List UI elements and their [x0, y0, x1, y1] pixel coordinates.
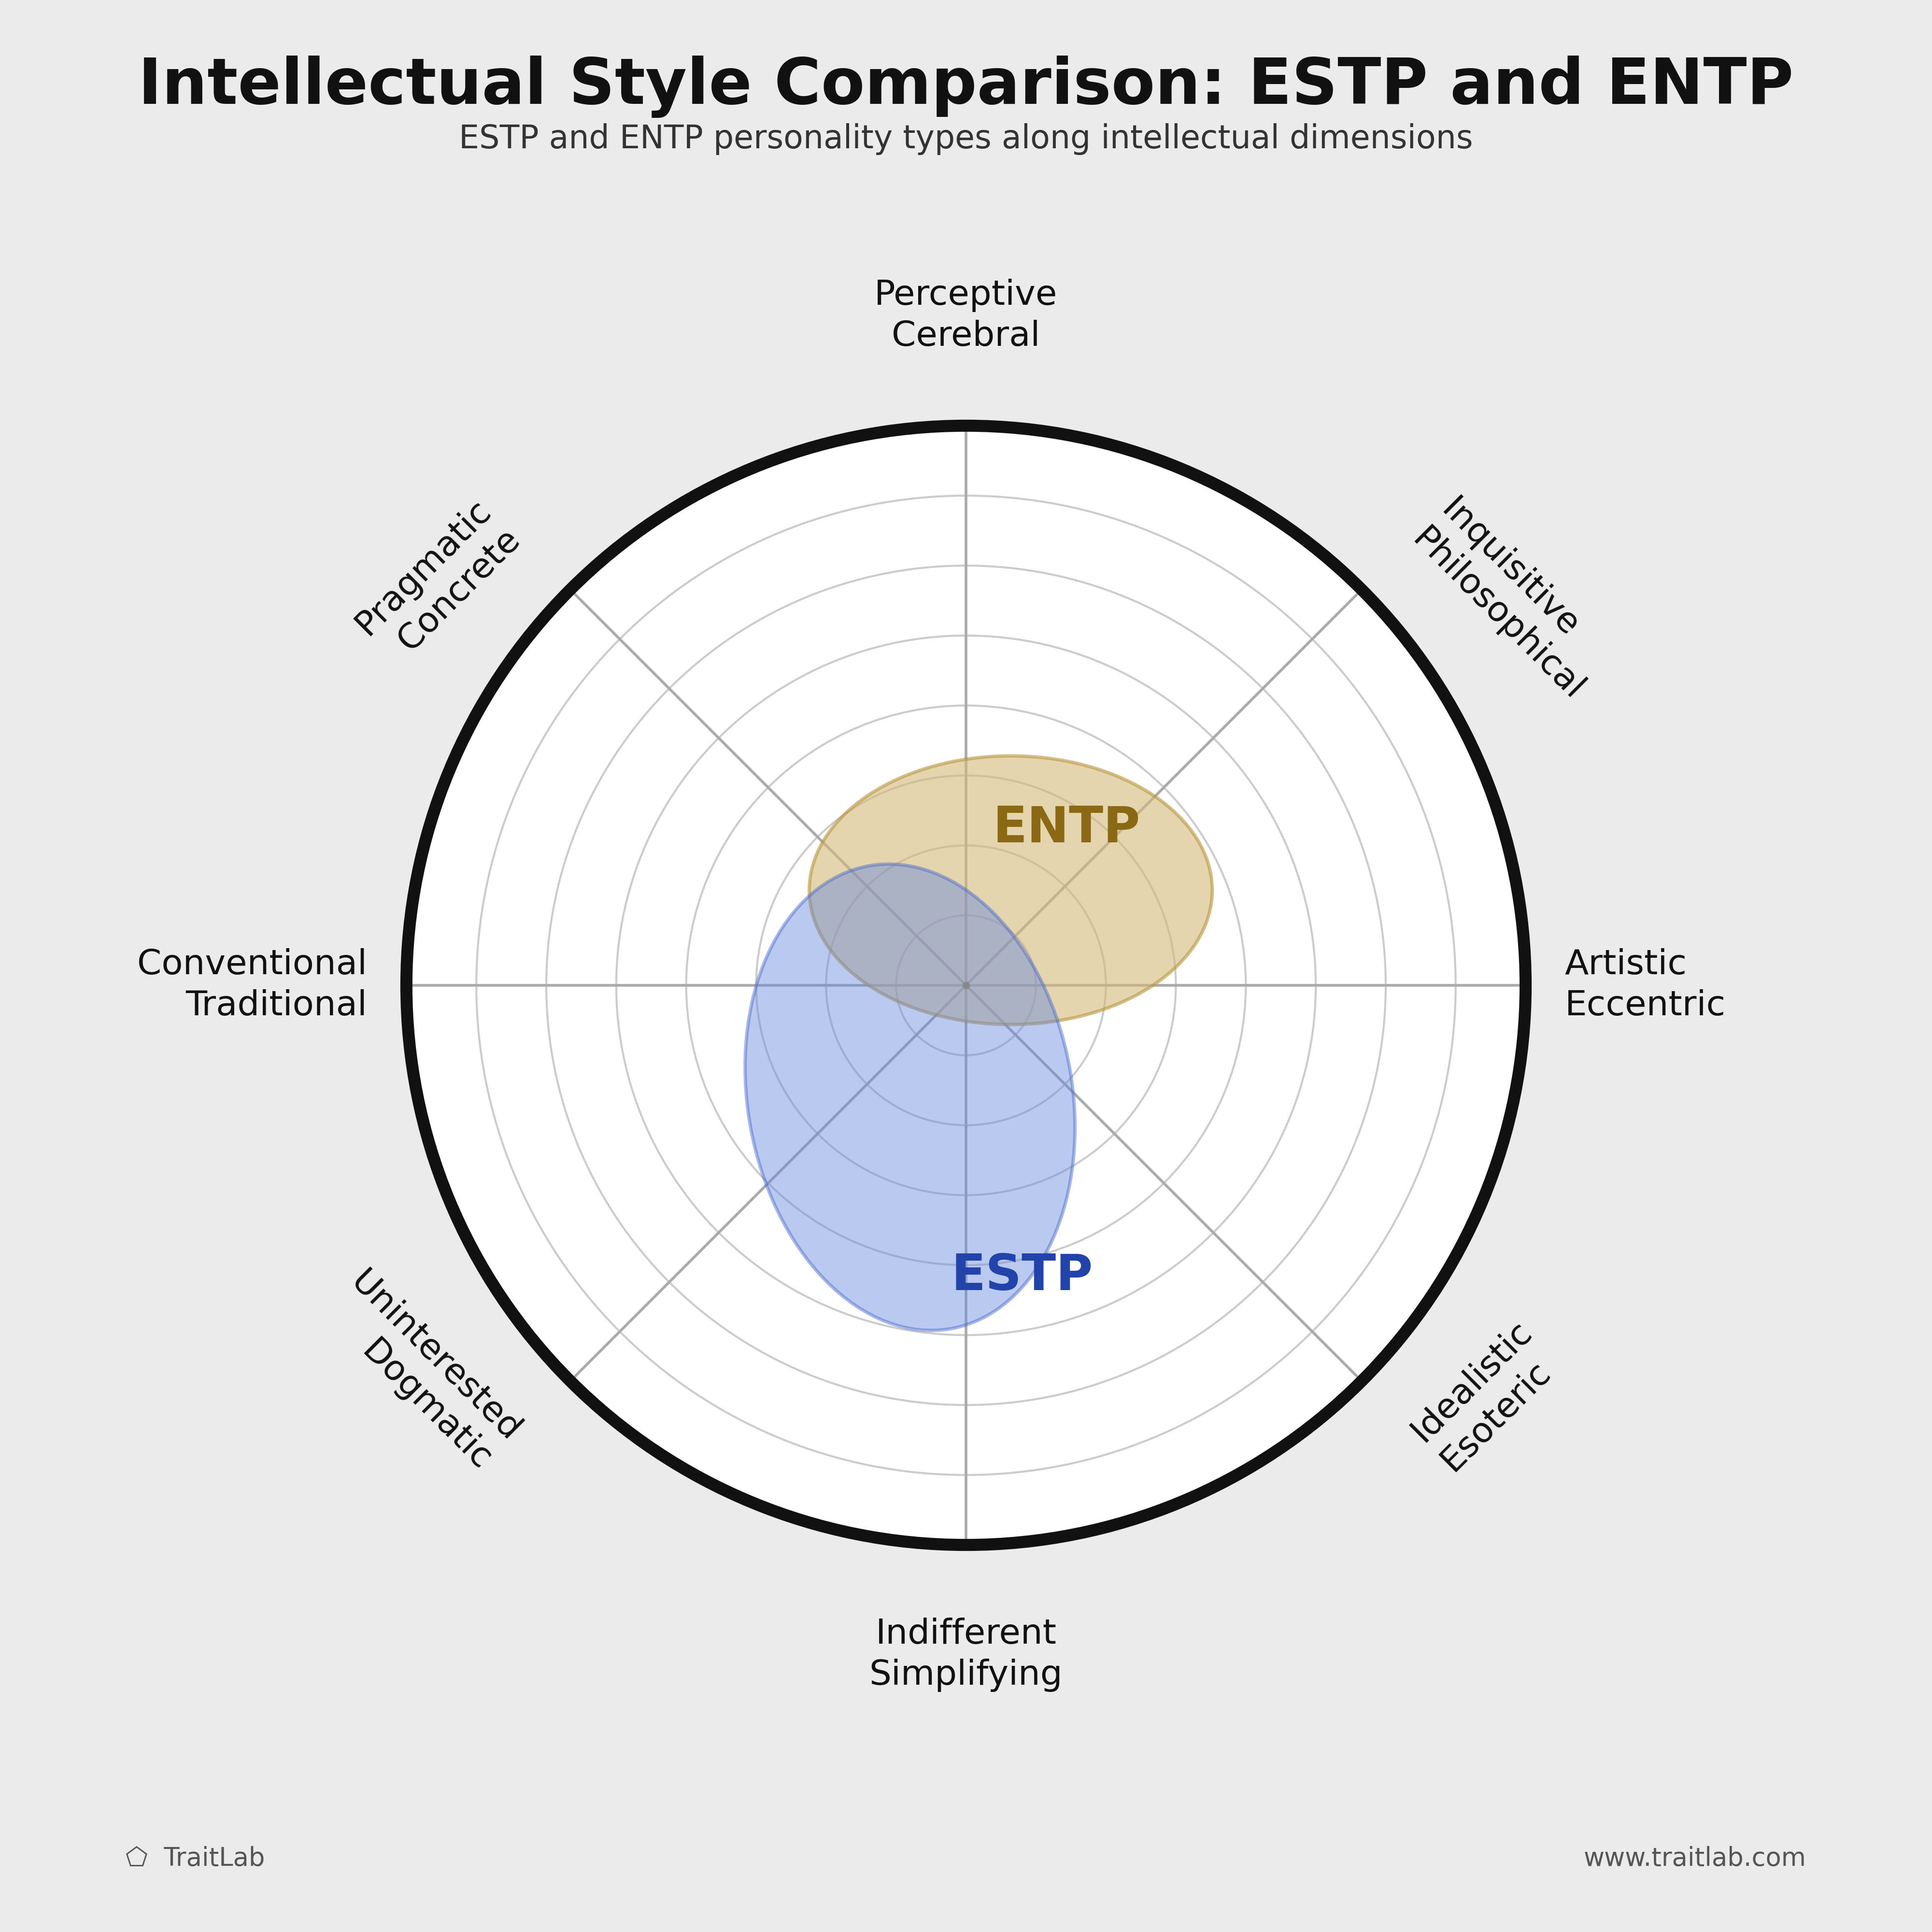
Text: Pragmatic
Concrete: Pragmatic Concrete [350, 493, 527, 670]
Text: ENTP: ENTP [993, 804, 1140, 854]
Text: ESTP and ENTP personality types along intellectual dimensions: ESTP and ENTP personality types along in… [460, 124, 1472, 155]
Text: ESTP: ESTP [951, 1252, 1094, 1300]
Text: Idealistic
Esoteric: Idealistic Esoteric [1405, 1314, 1567, 1478]
Text: Artistic
Eccentric: Artistic Eccentric [1565, 949, 1725, 1022]
Text: Uninterested
Dogmatic: Uninterested Dogmatic [315, 1265, 527, 1478]
Text: www.traitlab.com: www.traitlab.com [1584, 1847, 1806, 1870]
Text: Indifferent
Simplifying: Indifferent Simplifying [869, 1617, 1063, 1692]
Circle shape [406, 425, 1526, 1546]
Ellipse shape [746, 864, 1074, 1331]
Text: Conventional
Traditional: Conventional Traditional [137, 949, 367, 1022]
Text: Intellectual Style Comparison: ESTP and ENTP: Intellectual Style Comparison: ESTP and … [139, 56, 1793, 118]
Text: Inquisitive
Philosophical: Inquisitive Philosophical [1405, 493, 1619, 707]
Text: ⬠  TraitLab: ⬠ TraitLab [126, 1847, 265, 1870]
Text: Perceptive
Cerebral: Perceptive Cerebral [875, 278, 1057, 354]
Ellipse shape [810, 755, 1211, 1024]
